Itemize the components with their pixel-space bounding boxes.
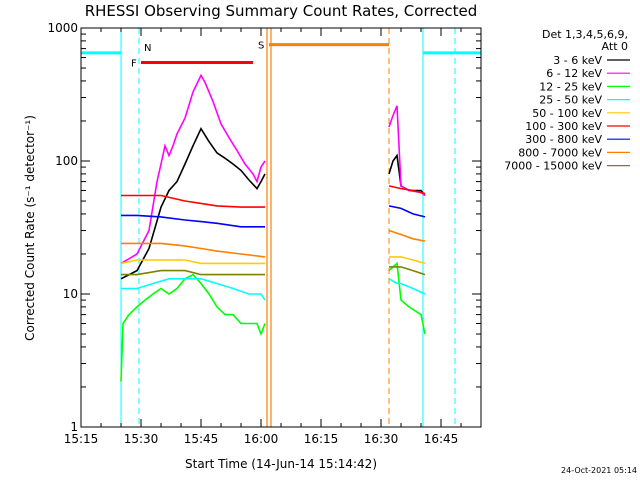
x-tick-label: 16:15 [304, 432, 339, 446]
saa-marker-label: S [258, 41, 264, 52]
series-line-segment [388, 185, 426, 195]
flare-marker-label: F [131, 59, 137, 70]
series-line-segment [388, 205, 426, 218]
night-marker-label: N [144, 43, 151, 54]
series-line [121, 242, 266, 258]
x-tick-label: 16:45 [424, 432, 459, 446]
legend-entry-label: 7000 - 15000 keV [504, 160, 602, 173]
series-line [121, 269, 265, 276]
legend-entry-label: 800 - 7000 keV [518, 146, 602, 159]
series-layer [120, 73, 426, 382]
legend-entry-label: 25 - 50 keV [539, 94, 602, 107]
legend-entry-label: 6 - 12 keV [546, 67, 602, 80]
y-tick-label: 1000 [47, 21, 78, 35]
x-tick-label: 15:45 [184, 432, 219, 446]
legend-entry-label: 300 - 800 keV [525, 133, 602, 146]
y-axis: 1 10 100 1000 [47, 21, 481, 434]
legend-entry-label: 50 - 100 keV [532, 107, 602, 120]
observation-markers: NF S [81, 28, 481, 427]
series-line [120, 127, 266, 280]
series-line [120, 73, 266, 265]
plot-frame [80, 27, 482, 428]
x-tick-label: 15:15 [64, 432, 99, 446]
y-tick-label: 100 [55, 154, 78, 168]
legend-header: Att 0 [602, 40, 628, 53]
x-axis: 15:15 15:30 15:45 16:00 16:15 16:30 16:45 [64, 28, 482, 446]
x-tick-label: 16:30 [364, 432, 399, 446]
timestamp: 24-Oct-2021 05:14 [561, 466, 637, 475]
x-tick-label: 16:00 [244, 432, 279, 446]
y-axis-label: Corrected Count Rate (s⁻¹ detector⁻¹) [23, 115, 37, 341]
series-line-segment [389, 266, 426, 276]
series-line-segment [388, 229, 426, 242]
series-line [120, 273, 266, 382]
y-tick-label: 1 [70, 420, 78, 434]
y-tick-label: 10 [63, 287, 78, 301]
series-line-segment [388, 105, 426, 197]
legend-entry-label: 100 - 300 keV [525, 120, 602, 133]
series-line [121, 277, 266, 301]
legend-header: Det 1,3,4,5,6,9, [542, 28, 628, 41]
legend-entry-label: 3 - 6 keV [553, 54, 602, 67]
series-line-segment [388, 261, 426, 335]
series-line [120, 259, 265, 265]
x-tick-label: 15:30 [124, 432, 159, 446]
series-line [121, 214, 265, 228]
chart-title: RHESSI Observing Summary Count Rates, Co… [85, 2, 478, 20]
series-line-segment [389, 256, 426, 265]
legend-entry-label: 12 - 25 keV [539, 80, 602, 93]
series-line [121, 194, 265, 208]
x-axis-label: Start Time (14-Jun-14 15:14:42) [185, 457, 377, 471]
series-line-segment [388, 278, 426, 295]
